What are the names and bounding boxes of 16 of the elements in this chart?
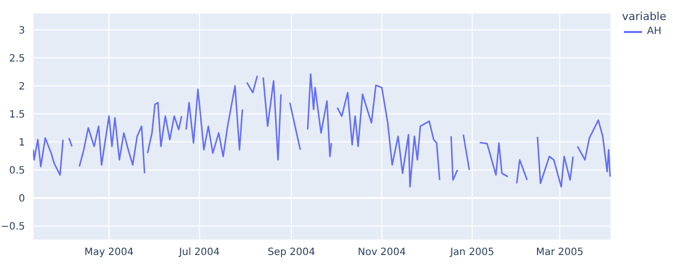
y-tick-label: −0.5 <box>0 222 25 233</box>
y-tick-label: 2.5 <box>9 53 25 64</box>
legend-label: AH <box>647 26 662 37</box>
y-tick-label: 3 <box>18 25 25 36</box>
legend-title: variable <box>622 10 666 23</box>
y-tick-label: 0.5 <box>9 165 25 176</box>
x-tick-label: May 2004 <box>84 247 134 258</box>
x-tick-label: Jan 2005 <box>449 247 494 258</box>
x-tick-label: Nov 2004 <box>358 247 406 258</box>
y-tick-label: 1.5 <box>9 109 25 120</box>
y-tick-label: 1 <box>18 137 25 148</box>
x-tick-label: Mar 2005 <box>536 247 584 258</box>
y-tick-label: 2 <box>18 81 25 92</box>
x-tick-label: Sep 2004 <box>268 247 316 258</box>
y-tick-label: 0 <box>18 194 25 205</box>
x-tick-label: Jul 2004 <box>178 247 220 258</box>
